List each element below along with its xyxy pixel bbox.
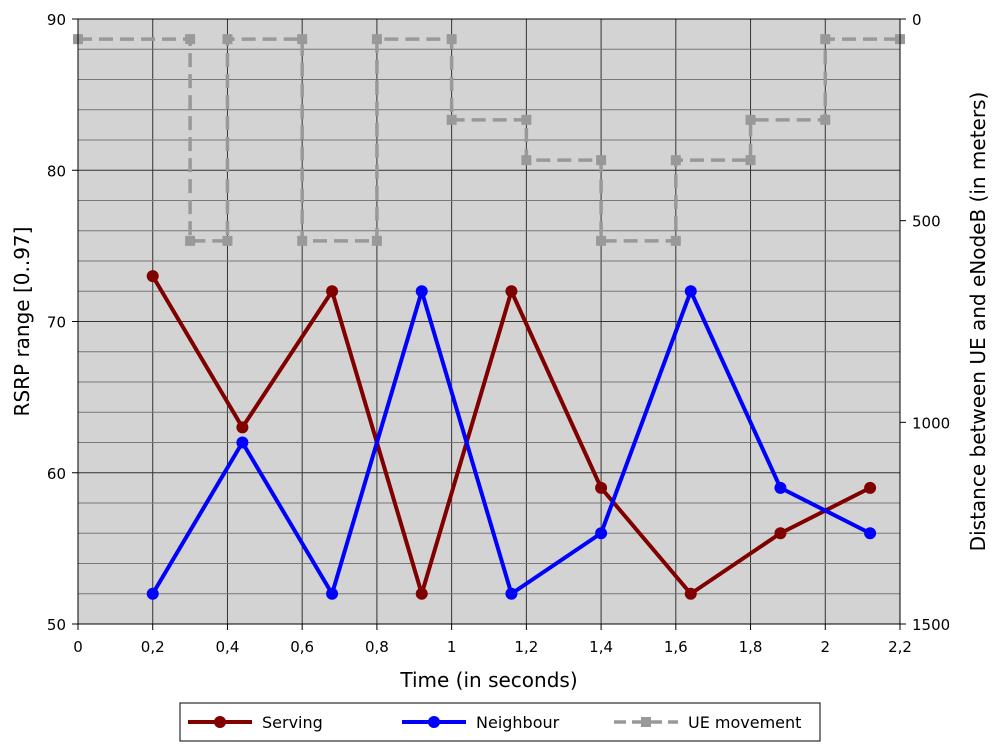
x-tick-label: 0,4 (216, 638, 240, 656)
data-point (864, 481, 877, 494)
x-tick-label: 0,6 (290, 638, 314, 656)
data-point (745, 114, 756, 125)
data-point (745, 155, 756, 166)
data-point (146, 270, 159, 283)
data-point (326, 285, 339, 298)
y2-tick-label: 500 (912, 213, 941, 231)
x-tick-label: 0 (73, 638, 83, 656)
data-point (595, 481, 608, 494)
x-tick-label: 0,2 (141, 638, 165, 656)
data-point (670, 155, 681, 166)
data-point (596, 155, 607, 166)
axes: 0 0,2 0,4 0,6 0,8 1 1,2 1,4 1,6 1,8 2 2,2 50 60 70 80 90… (47, 11, 950, 656)
y2-tick-label: 0 (912, 11, 922, 29)
data-point (820, 114, 831, 125)
legend-marker (428, 716, 440, 728)
series-serving (146, 270, 877, 600)
data-point (185, 34, 196, 45)
legend-item: UE movement (614, 713, 801, 732)
x-tick-label: 1 (447, 638, 457, 656)
legend-label: UE movement (688, 713, 801, 732)
x-tick-label: 0,8 (365, 638, 389, 656)
data-point (185, 235, 196, 246)
data-point (415, 587, 428, 600)
data-point (222, 235, 233, 246)
y-tick-label: 70 (47, 314, 66, 332)
data-point (595, 527, 608, 540)
data-point (371, 34, 382, 45)
legend-label: Serving (262, 713, 323, 732)
x-tick-label: 1,8 (739, 638, 763, 656)
data-point (684, 285, 697, 298)
legend-marker (214, 716, 226, 728)
x-tick-label: 1,4 (589, 638, 613, 656)
data-point (446, 34, 457, 45)
y-tick-label: 90 (47, 11, 66, 29)
y-axis-title: RSRP range [0..97] (10, 227, 34, 417)
data-point (774, 527, 787, 540)
data-point (236, 436, 249, 449)
legend: Serving Neighbour UE movement (179, 702, 821, 742)
x-tick-label: 2,2 (888, 638, 912, 656)
data-point (297, 34, 308, 45)
data-point (820, 34, 831, 45)
data-point (446, 114, 457, 125)
data-point (505, 587, 518, 600)
legend-label: Neighbour (476, 713, 560, 732)
y-tick-label: 80 (47, 162, 66, 180)
data-point (596, 235, 607, 246)
data-point (774, 481, 787, 494)
data-point (684, 587, 697, 600)
x-axis-title: Time (in seconds) (399, 668, 577, 692)
data-point (415, 285, 428, 298)
x-tick-label: 1,2 (514, 638, 538, 656)
series-layer (73, 34, 905, 600)
data-point (521, 155, 532, 166)
series-neighbour (146, 285, 877, 600)
data-point (521, 114, 532, 125)
data-point (297, 235, 308, 246)
data-point (326, 587, 339, 600)
legend-item: Serving (188, 713, 323, 732)
legend-item: Neighbour (402, 713, 560, 732)
data-point (371, 235, 382, 246)
series-line (78, 37, 900, 243)
y-tick-label: 50 (47, 616, 66, 634)
y2-axis-title: Distance between UE and eNodeB (in meter… (966, 92, 990, 552)
legend-marker (641, 717, 651, 727)
data-point (222, 34, 233, 45)
data-point (236, 421, 249, 434)
data-point (505, 285, 518, 298)
legend-box (179, 702, 821, 742)
y2-tick-label: 1000 (912, 414, 950, 432)
x-tick-label: 2 (820, 638, 830, 656)
data-point (670, 235, 681, 246)
data-point (864, 527, 877, 540)
data-point (146, 587, 159, 600)
y-tick-label: 60 (47, 465, 66, 483)
x-tick-label: 1,6 (664, 638, 688, 656)
y2-tick-label: 1500 (912, 616, 950, 634)
